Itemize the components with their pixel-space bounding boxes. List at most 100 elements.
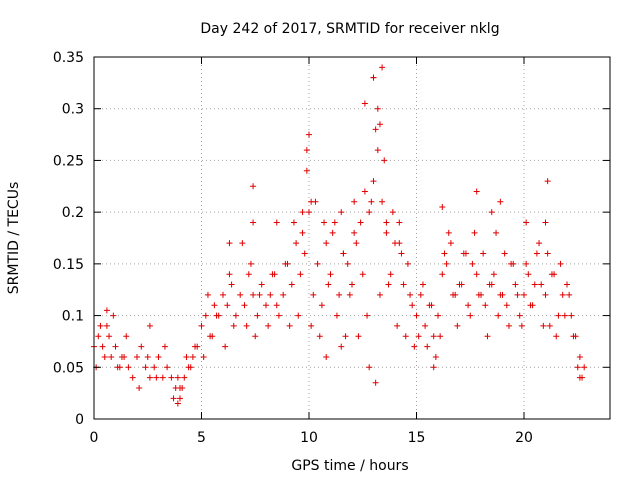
data-point (542, 219, 549, 226)
data-point (475, 291, 482, 298)
data-point (342, 333, 349, 340)
data-point (394, 322, 401, 329)
data-point (129, 374, 136, 381)
data-point (125, 364, 132, 371)
data-point (338, 209, 345, 216)
data-point (531, 281, 538, 288)
data-point (200, 353, 207, 360)
data-point (467, 312, 474, 319)
data-point (435, 312, 441, 319)
y-tick-label: 0 (75, 412, 84, 428)
data-point (323, 240, 330, 247)
data-point (209, 333, 216, 340)
data-point (497, 198, 504, 205)
x-tick-label: 20 (515, 430, 533, 446)
data-point (355, 333, 362, 340)
data-point (501, 250, 508, 257)
data-point (450, 291, 457, 298)
data-point (548, 271, 555, 278)
data-point (245, 271, 252, 278)
data-point (430, 364, 437, 371)
data-point (118, 353, 125, 360)
data-point (327, 271, 334, 278)
data-point (308, 322, 315, 329)
data-point (473, 271, 480, 278)
axis-ticks: 0 0.05 0.1 0.15 0.2 0.25 0.3 0.35 0 5 10 15 20 (53, 50, 610, 446)
data-point (458, 281, 465, 288)
data-point (555, 312, 562, 319)
data-point (454, 322, 461, 329)
data-point (544, 178, 551, 185)
data-point (138, 343, 145, 350)
data-point (484, 333, 491, 340)
plot-frame (93, 56, 611, 420)
data-point (308, 198, 315, 205)
data-point (400, 281, 407, 288)
data-point (576, 374, 583, 381)
data-point (559, 291, 566, 298)
data-point (230, 322, 237, 329)
data-point (349, 281, 355, 288)
data-point (357, 219, 364, 226)
data-point (189, 353, 196, 360)
data-point (321, 219, 328, 226)
grid (94, 57, 610, 419)
data-point (514, 291, 521, 298)
data-point (247, 260, 254, 267)
data-point (482, 302, 489, 309)
data-point (417, 291, 424, 298)
data-point (232, 312, 239, 319)
data-point (224, 302, 231, 309)
data-point (198, 322, 205, 329)
data-point (211, 302, 218, 309)
data-point (376, 291, 383, 298)
data-point (286, 322, 293, 329)
y-axis-label: SRMTID / TECUs (6, 182, 22, 295)
data-point (290, 219, 297, 226)
data-point (398, 250, 405, 257)
data-point (243, 322, 250, 329)
data-point (136, 384, 143, 391)
data-point (293, 240, 300, 247)
data-point (146, 374, 153, 381)
data-point (383, 219, 390, 226)
data-point (576, 353, 583, 360)
data-point (112, 343, 119, 350)
data-point (546, 322, 553, 329)
data-point (396, 219, 403, 226)
data-point (409, 302, 416, 309)
data-point (299, 209, 306, 216)
data-point (407, 291, 414, 298)
data-point (282, 260, 289, 267)
data-point (303, 167, 310, 174)
data-point (144, 353, 151, 360)
data-point (325, 281, 332, 288)
data-point (473, 188, 480, 195)
data-point (368, 198, 375, 205)
data-point (103, 307, 110, 314)
data-point (439, 271, 446, 278)
data-point (415, 333, 422, 340)
data-point (134, 353, 140, 360)
data-point (351, 198, 358, 205)
data-point (306, 209, 312, 216)
data-point (396, 240, 403, 247)
y-tick-label: 0.1 (62, 309, 84, 325)
data-point (383, 229, 390, 236)
data-point (177, 395, 183, 402)
data-point (168, 374, 175, 381)
data-point (385, 281, 392, 288)
y-tick-label: 0.25 (53, 153, 84, 169)
data-point (374, 105, 381, 112)
data-point (187, 364, 194, 371)
data-point (503, 302, 510, 309)
data-point (254, 312, 261, 319)
data-point (103, 322, 110, 329)
data-point (462, 250, 469, 257)
data-point (370, 74, 377, 81)
data-point (306, 131, 312, 138)
x-tick-label: 10 (300, 430, 318, 446)
data-point (533, 250, 540, 257)
data-point (428, 302, 435, 309)
